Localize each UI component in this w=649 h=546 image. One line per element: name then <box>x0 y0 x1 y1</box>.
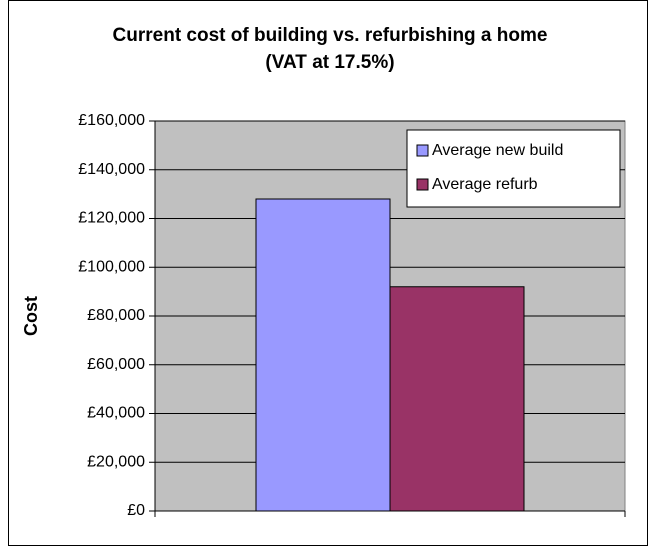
y-axis-label: Cost <box>21 296 41 336</box>
y-tick-label: £140,000 <box>78 161 145 178</box>
y-tick-label: £60,000 <box>87 356 145 373</box>
y-tick-label: £0 <box>127 502 145 519</box>
y-tick-label: £40,000 <box>87 405 145 422</box>
legend-swatch <box>416 144 429 157</box>
legend-label: Average new build <box>432 142 563 159</box>
y-tick-label: £20,000 <box>87 453 145 470</box>
chart-title: Current cost of building vs. refurbishin… <box>112 25 548 73</box>
y-tick-label: £80,000 <box>87 307 145 324</box>
legend-box <box>406 129 621 208</box>
legend-swatch <box>416 178 429 191</box>
bar <box>389 286 525 512</box>
y-tick-label: £120,000 <box>78 210 145 227</box>
y-tick-label: £100,000 <box>78 258 145 275</box>
y-tick-label: £160,000 <box>78 112 145 129</box>
bar <box>255 198 391 512</box>
legend-label: Average refurb <box>432 176 538 193</box>
